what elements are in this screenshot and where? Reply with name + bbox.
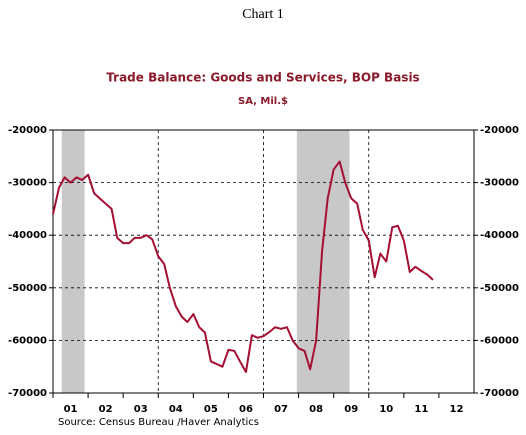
data-line — [52, 160, 434, 373]
plot-frame — [52, 129, 475, 394]
x-tick-label: 12 — [449, 404, 463, 415]
chart-heading: Chart 1 — [242, 7, 284, 22]
y2-tick-label: -30000 — [480, 178, 519, 189]
x-tick-label: 02 — [99, 404, 113, 415]
chart-subtitle: SA, Mil.$ — [238, 96, 288, 107]
y2-tick-label: -40000 — [480, 230, 519, 241]
y-tick-label: -20000 — [8, 125, 47, 136]
x-tick-label: 08 — [309, 404, 323, 415]
x-tick-label: 01 — [64, 404, 78, 415]
y-tick-label: -60000 — [8, 335, 47, 346]
y2-tick-label: -70000 — [480, 388, 519, 399]
x-tick-label: 03 — [134, 404, 148, 415]
recession-band — [61, 130, 85, 393]
chart-title: Trade Balance: Goods and Services, BOP B… — [106, 71, 419, 85]
x-tick-label: 07 — [274, 404, 288, 415]
y-tick-label: -50000 — [8, 283, 47, 294]
y-tick-label: -70000 — [8, 388, 47, 399]
x-tick-label: 11 — [414, 404, 428, 415]
y-tick-label: -40000 — [8, 230, 47, 241]
y2-tick-label: -60000 — [480, 335, 519, 346]
x-tick-label: 04 — [169, 404, 183, 415]
y2-tick-label: -20000 — [480, 125, 519, 136]
source-note: Source: Census Bureau /Haver Analytics — [58, 417, 259, 428]
x-tick-label: 10 — [379, 404, 393, 415]
recession-band — [296, 130, 350, 393]
x-tick-label: 09 — [344, 404, 358, 415]
y2-tick-label: -50000 — [480, 283, 519, 294]
y-tick-label: -30000 — [8, 178, 47, 189]
x-tick-label: 06 — [239, 404, 253, 415]
x-tick-label: 05 — [204, 404, 218, 415]
